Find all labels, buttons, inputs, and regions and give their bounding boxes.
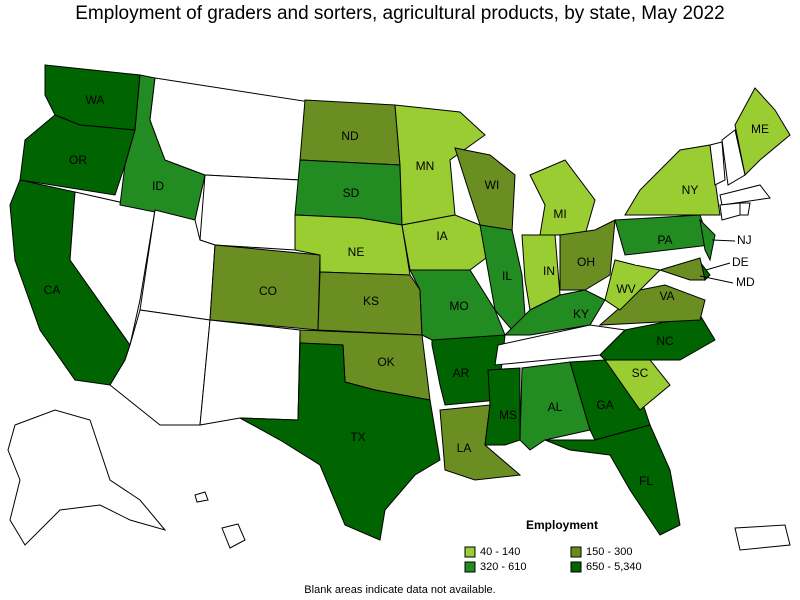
state-label: NE <box>348 245 365 259</box>
leader-line <box>699 275 734 284</box>
legend-swatch <box>570 546 582 558</box>
legend-swatch <box>464 561 476 573</box>
pr-blank <box>734 524 791 551</box>
state-label: ID <box>152 179 164 193</box>
state-label: WV <box>616 282 635 296</box>
hawaii-blank <box>194 491 209 503</box>
state-label: IN <box>543 264 555 278</box>
state-label: NJ <box>737 233 752 247</box>
state <box>239 342 441 541</box>
state-label: TX <box>350 430 365 444</box>
state-label: MN <box>416 159 435 173</box>
state <box>699 218 716 262</box>
legend-title: Employment <box>526 518 598 532</box>
state-label: SD <box>343 186 360 200</box>
state-label: PA <box>657 233 672 247</box>
state-label: MI <box>553 207 566 221</box>
legend-swatch <box>570 561 582 573</box>
state-blank <box>719 202 741 221</box>
legend-label: 650 - 5,340 <box>586 561 642 573</box>
state-label: CA <box>44 283 61 297</box>
state-label: IA <box>436 229 447 243</box>
states <box>7 64 791 551</box>
legend-label: 150 - 300 <box>586 546 632 558</box>
state-label: ME <box>751 122 769 136</box>
state-blank <box>199 174 301 251</box>
legend-label: 320 - 610 <box>480 561 526 573</box>
state-label: AL <box>548 400 563 414</box>
state <box>19 114 136 196</box>
hawaii-blank <box>221 523 246 549</box>
state <box>559 219 616 291</box>
state-label: CO <box>259 284 277 298</box>
leader-line <box>705 262 731 271</box>
state-label: GA <box>596 398 613 412</box>
state-label: MO <box>449 299 468 313</box>
state-blank <box>199 319 301 426</box>
state-blank <box>719 184 771 206</box>
alaska-blank <box>7 409 167 546</box>
state <box>394 104 486 226</box>
leader-line <box>711 239 736 242</box>
state <box>503 289 606 336</box>
state-label: FL <box>639 474 653 488</box>
footnote: Blank areas indicate data not available. <box>304 584 495 596</box>
state <box>599 314 716 361</box>
legend: Employment 40 - 140 150 - 300 320 - 610 … <box>464 518 642 573</box>
state-label: DE <box>732 255 749 269</box>
state-label: VA <box>659 289 674 303</box>
state-label: NY <box>682 183 699 197</box>
state-label: SC <box>632 366 649 380</box>
legend-label: 40 - 140 <box>480 546 520 558</box>
title: Employment of graders and sorters, agric… <box>75 3 724 24</box>
state-blank <box>709 141 726 186</box>
state-label: OH <box>577 255 595 269</box>
state-label: OK <box>377 355 394 369</box>
state-label: KY <box>573 307 589 321</box>
state-blank <box>721 129 746 186</box>
legend-swatch <box>464 546 476 558</box>
state-label: MD <box>736 275 755 289</box>
state <box>529 159 596 236</box>
state-label: OR <box>69 153 87 167</box>
state <box>484 367 521 446</box>
state-label: LA <box>457 441 472 455</box>
state-label: NC <box>656 334 674 348</box>
state-label: AR <box>453 366 470 380</box>
state <box>544 424 681 536</box>
state <box>624 144 721 216</box>
state-blank <box>739 202 751 216</box>
state-labels: WA OR CA ID CO ND SD NE KS OK TX MN IA M… <box>44 93 769 488</box>
state-label: ND <box>341 129 359 143</box>
state-label: WA <box>86 93 105 107</box>
state-label: KS <box>363 294 379 308</box>
state <box>658 257 706 281</box>
state-label: WI <box>485 178 500 192</box>
state-label: MS <box>499 408 517 422</box>
state-label: IL <box>502 269 512 283</box>
